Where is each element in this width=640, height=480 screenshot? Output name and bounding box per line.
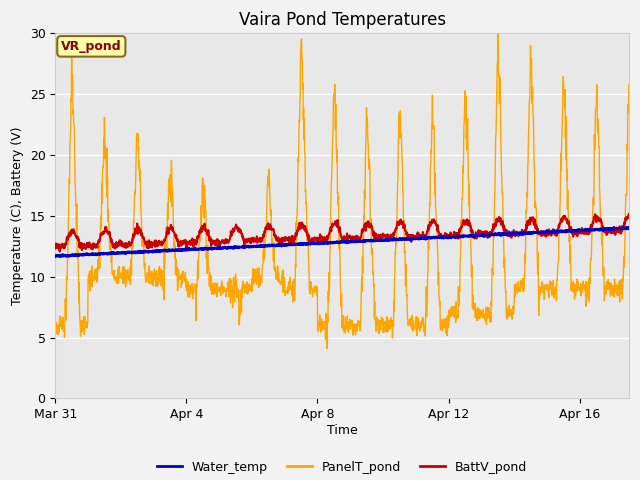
Text: VR_pond: VR_pond bbox=[61, 40, 122, 53]
Title: Vaira Pond Temperatures: Vaira Pond Temperatures bbox=[239, 11, 445, 29]
Legend: Water_temp, PanelT_pond, BattV_pond: Water_temp, PanelT_pond, BattV_pond bbox=[152, 456, 532, 479]
Y-axis label: Temperature (C), Battery (V): Temperature (C), Battery (V) bbox=[11, 127, 24, 305]
X-axis label: Time: Time bbox=[326, 424, 358, 437]
